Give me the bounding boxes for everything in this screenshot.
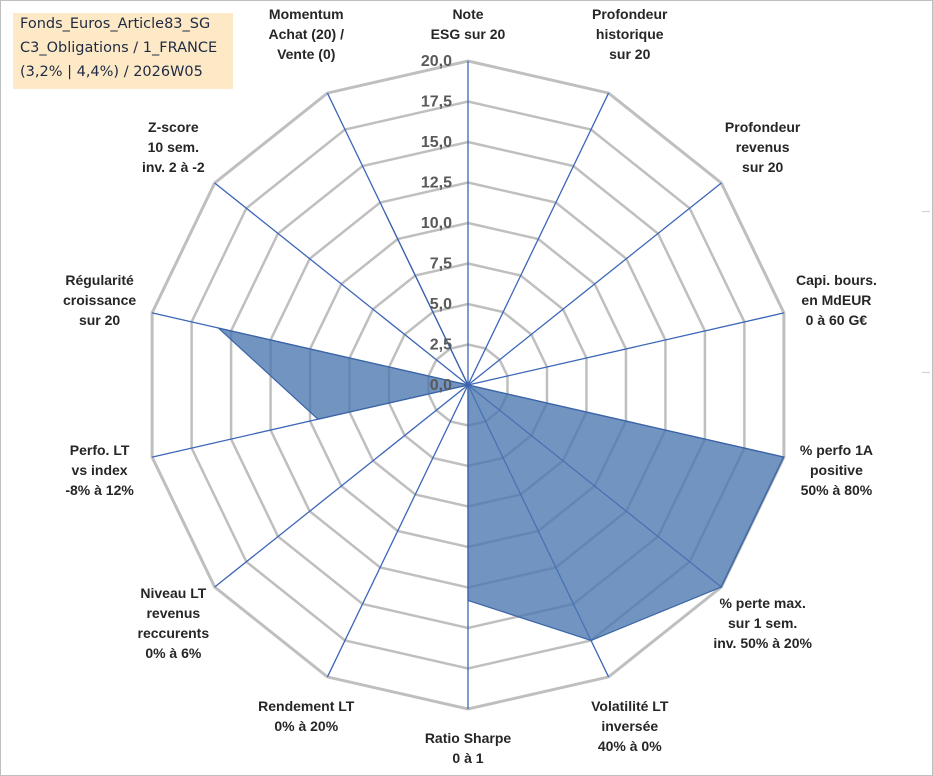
category-label-line: positive [810, 462, 863, 478]
category-label-line: -8% à 12% [65, 482, 134, 498]
category-label-line: 10 sem. [148, 139, 199, 155]
category-label-line: en MdEUR [801, 292, 871, 308]
axis-spoke [467, 92, 610, 386]
category-label: Profondeur historique sur 20 [592, 6, 668, 62]
category-label-line: Profondeur [725, 119, 801, 135]
tick-label: 12,5 [421, 175, 452, 192]
title-period: (3,2% | 4,4%) / 2026W05 [20, 64, 203, 80]
category-label: Momentum Achat (20) / Vente (0) [269, 6, 345, 62]
category-label-line: inv. 2 à -2 [142, 159, 205, 175]
tick-label: 7,5 [430, 256, 452, 273]
series-area [216, 212, 785, 642]
title-category: C3_Obligations / 1_FRANCE [20, 40, 218, 56]
category-label-line: reccurents [138, 625, 210, 641]
tick-label: 15,0 [421, 134, 452, 151]
category-label-line: Momentum [269, 6, 344, 22]
category-label-line: sur 20 [609, 46, 650, 62]
category-label: Note ESG sur 20 [431, 6, 506, 42]
radar-tick-labels: 0,0 2,5 5,0 7,5 10,0 12,5 15,0 17,5 20,0 [421, 53, 452, 394]
category-label: % perfo 1A positive 50% à 80% [800, 442, 873, 498]
category-label-line: 0% à 6% [145, 645, 202, 661]
category-label-line: historique [596, 26, 664, 42]
category-label-line: Ratio Sharpe [425, 730, 512, 746]
tick-label: 20,0 [421, 53, 452, 70]
axis-spoke [467, 182, 722, 386]
category-label-line: Z-score [148, 119, 199, 135]
category-label-line: 40% à 0% [598, 738, 662, 754]
category-label-line: Perfo. LT [70, 442, 130, 458]
category-label-line: revenus [736, 139, 790, 155]
category-label-line: sur 20 [79, 312, 120, 328]
category-label-line: inversée [601, 718, 658, 734]
tick-label: 0,0 [430, 377, 452, 394]
category-label: % perte max. sur 1 sem. inv. 50% à 20% [713, 595, 812, 651]
axis-spoke [214, 182, 469, 386]
category-label-line: Achat (20) / [269, 26, 345, 42]
frame-edge-tick [922, 211, 930, 212]
category-label-line: Note [452, 6, 483, 22]
category-label-line: inv. 50% à 20% [713, 635, 812, 651]
category-label: Z-score 10 sem. inv. 2 à -2 [142, 119, 205, 175]
tick-label: 5,0 [430, 296, 452, 313]
category-label-line: Vente (0) [277, 46, 335, 62]
category-label-line: Volatilité LT [591, 698, 669, 714]
axis-spoke [467, 312, 785, 386]
axis-spoke [326, 384, 469, 678]
category-label-line: 50% à 80% [801, 482, 873, 498]
category-label-line: vs index [72, 462, 128, 478]
radar-series [216, 212, 785, 642]
category-label-line: % perfo 1A [800, 442, 873, 458]
category-label: Ratio Sharpe 0 à 1 [425, 730, 512, 766]
category-label-line: sur 20 [742, 159, 783, 175]
category-label-line: Niveau LT [140, 585, 206, 601]
category-label-line: 0% à 20% [274, 718, 338, 734]
axis-spoke [214, 384, 469, 588]
category-label-line: croissance [63, 292, 136, 308]
category-label: Régularité croissance sur 20 [63, 272, 136, 328]
category-label-line: 0 à 1 [452, 750, 483, 766]
category-label: Niveau LT revenus reccurents 0% à 6% [138, 585, 210, 661]
category-label: Perfo. LT vs index -8% à 12% [65, 442, 134, 498]
title-fund-name: Fonds_Euros_Article83_SG [20, 16, 211, 32]
category-label-line: 0 à 60 G€ [806, 312, 868, 328]
category-label-line: sur 1 sem. [728, 615, 797, 631]
category-label: Volatilité LT inversée 40% à 0% [591, 698, 669, 754]
category-label-line: Capi. bours. [796, 272, 877, 288]
category-label: Capi. bours. en MdEUR 0 à 60 G€ [796, 272, 877, 328]
category-label-line: revenus [146, 605, 200, 621]
category-label-line: Régularité [65, 272, 134, 288]
category-label-line: ESG sur 20 [431, 26, 506, 42]
category-label-line: % perte max. [719, 595, 805, 611]
tick-label: 2,5 [430, 337, 452, 354]
chart-title-box: Fonds_Euros_Article83_SG C3_Obligations … [13, 13, 233, 89]
radar-category-labels: Note ESG sur 20 Profondeur historique sur 20… [63, 6, 877, 766]
category-label-line: Rendement LT [258, 698, 355, 714]
tick-label: 17,5 [421, 94, 452, 111]
tick-label: 10,0 [421, 215, 452, 232]
category-label: Profondeur revenus sur 20 [725, 119, 801, 175]
frame-edge-tick [922, 372, 930, 373]
category-label: Rendement LT 0% à 20% [258, 698, 355, 734]
category-label-line: Profondeur [592, 6, 668, 22]
